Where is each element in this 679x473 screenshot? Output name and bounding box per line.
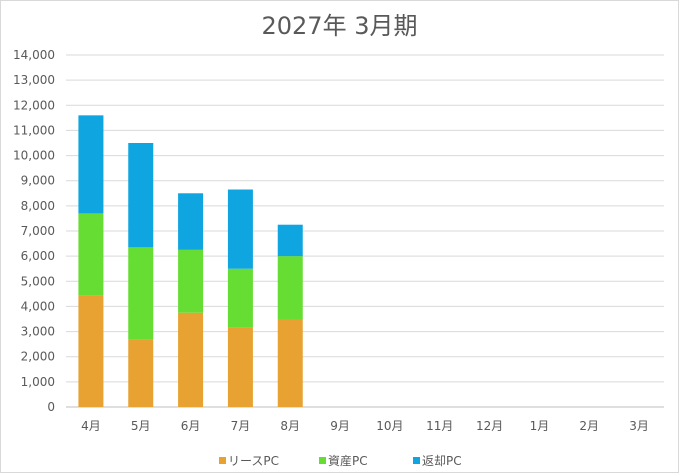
x-tick-label: 7月 <box>231 419 251 433</box>
y-tick-label: 3,000 <box>21 325 55 339</box>
chart-title: 2027年 3月期 <box>261 12 418 40</box>
legend: リースPC 資産PC 返却PC <box>219 453 462 468</box>
bar-segment <box>227 327 253 407</box>
bar-segment <box>277 256 303 319</box>
legend-swatch <box>319 457 326 464</box>
bar-segment <box>277 224 303 257</box>
x-tick-label: 9月 <box>330 419 350 433</box>
y-tick-label: 10,000 <box>13 149 55 163</box>
y-tick-label: 6,000 <box>21 249 55 263</box>
y-tick-label: 11,000 <box>13 123 55 137</box>
bar-segment <box>78 295 104 407</box>
bar-segment <box>128 143 154 248</box>
y-tick-label: 0 <box>47 400 55 414</box>
bar-segment <box>227 268 253 328</box>
y-tick-label: 8,000 <box>21 199 55 213</box>
y-tick-label: 12,000 <box>13 98 55 112</box>
bars <box>78 115 303 407</box>
y-tick-label: 14,000 <box>13 48 55 62</box>
bar-segment <box>78 213 104 296</box>
y-tick-label: 4,000 <box>21 299 55 313</box>
x-tick-label: 4月 <box>81 419 101 433</box>
x-tick-label: 11月 <box>426 419 453 433</box>
y-tick-label: 1,000 <box>21 375 55 389</box>
bar-segment <box>178 249 204 313</box>
x-tick-label: 10月 <box>376 419 403 433</box>
legend-swatch <box>413 457 420 464</box>
bar-segment <box>128 339 154 407</box>
x-axis-ticks: 4月 5月 6月 7月 8月 9月 10月 11月 12月 1月 2月 3月 <box>81 419 649 433</box>
x-tick-label: 5月 <box>131 419 151 433</box>
legend-swatch <box>219 457 226 464</box>
legend-label: リースPC <box>228 454 279 468</box>
bar-segment <box>128 247 154 340</box>
legend-label: 返却PC <box>422 454 462 468</box>
y-tick-label: 9,000 <box>21 174 55 188</box>
y-tick-label: 5,000 <box>21 274 55 288</box>
y-tick-label: 2,000 <box>21 350 55 364</box>
legend-label: 資産PC <box>328 453 368 468</box>
x-tick-label: 12月 <box>476 419 503 433</box>
x-tick-label: 1月 <box>530 419 550 433</box>
bar-segment <box>277 319 303 407</box>
bar-segment <box>227 189 253 269</box>
y-axis-ticks: 0 1,000 2,000 3,000 4,000 5,000 6,000 7,000 8,00… <box>13 48 55 414</box>
bar-segment <box>178 193 204 250</box>
y-tick-label: 7,000 <box>21 224 55 238</box>
x-tick-label: 6月 <box>181 419 201 433</box>
bar-segment <box>78 115 104 214</box>
x-tick-label: 2月 <box>579 419 599 433</box>
gridlines <box>66 54 664 408</box>
x-tick-label: 8月 <box>280 419 300 433</box>
bar-segment <box>178 312 204 407</box>
x-tick-label: 3月 <box>629 419 649 433</box>
y-tick-label: 13,000 <box>13 73 55 87</box>
